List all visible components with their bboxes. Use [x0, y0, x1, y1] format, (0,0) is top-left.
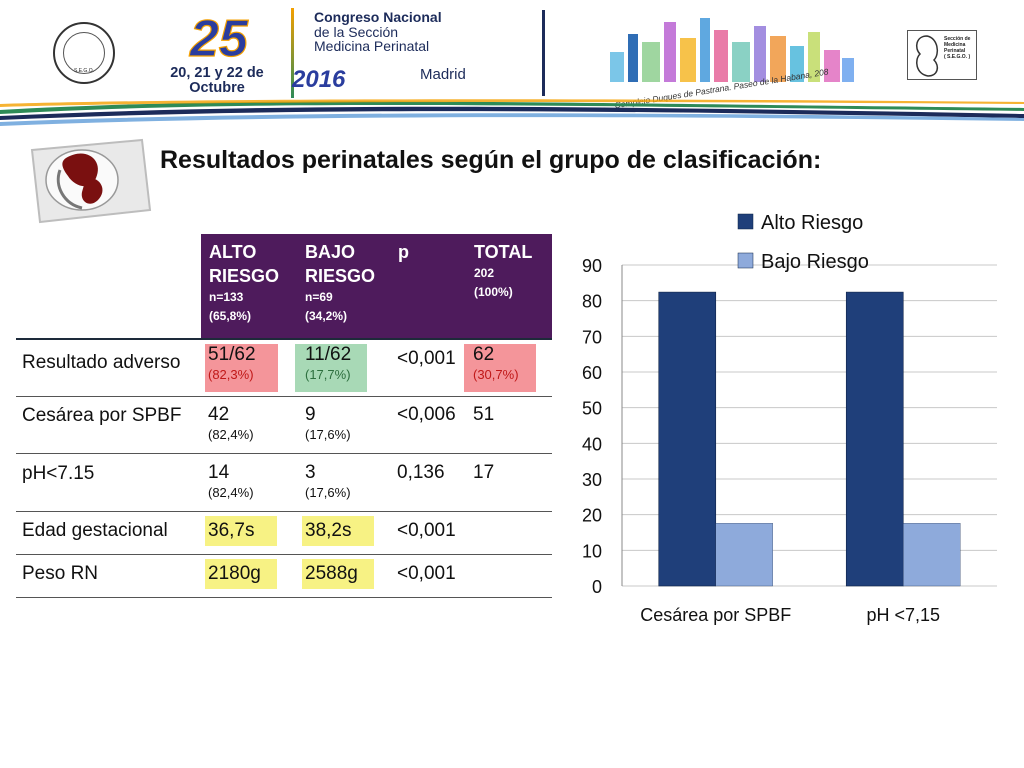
y-tick-label: 70	[582, 327, 602, 347]
y-tick-label: 40	[582, 434, 602, 454]
congress-line1: Congreso Nacional	[314, 9, 442, 25]
fetus-outline-icon	[915, 35, 939, 77]
header-divider	[16, 338, 552, 340]
cell-total: 17	[473, 462, 495, 483]
cell-alto: 51/62 (82,3%)	[205, 344, 278, 392]
y-tick-label: 80	[582, 292, 602, 312]
table-row: Cesárea por SPBF 42 (82,4%) 9 (17,6%) <0…	[16, 397, 552, 454]
y-tick-label: 30	[582, 470, 602, 490]
cell-alto: 36,7s	[205, 516, 277, 546]
cell-total: 62 (30,7%)	[464, 344, 536, 392]
row-label: Edad gestacional	[22, 520, 168, 541]
congress-name: Congreso Nacional de la Sección Medicina…	[314, 10, 514, 54]
bar-bajo-riesgo	[715, 523, 773, 587]
legend-swatch	[737, 252, 754, 269]
divider-left	[291, 8, 294, 98]
right-seal-line1: Sección de	[944, 36, 971, 42]
bar-chart: 0 10 20 30 40 50 60 70 80 90 Cesárea por SPBF pH <…	[582, 212, 997, 625]
table-row: Resultado adverso 51/62 (82,3%) 11/62 (1…	[16, 340, 552, 397]
y-tick-label: 90	[582, 256, 602, 276]
x-tick-label: Cesárea por SPBF	[640, 605, 791, 625]
cell-p: <0,006	[397, 404, 456, 425]
chart-y-ticks: 0 10 20 30 40 50 60 70 80 90	[582, 256, 602, 597]
y-tick-label: 0	[592, 577, 602, 597]
table-row: Edad gestacional 36,7s 38,2s <0,001	[16, 512, 552, 555]
table-row: Peso RN 2180g 2588g <0,001	[16, 555, 552, 598]
bar-alto-riesgo	[845, 291, 904, 587]
right-seal-line4: ( S.E.G.O. )	[944, 54, 971, 60]
page-title: Resultados perinatales según el grupo de…	[160, 146, 822, 174]
header-alto-riesgo: ALTO RIESGO n=133 (65,8%)	[209, 242, 280, 323]
cell-bajo: 2588g	[302, 559, 374, 589]
table-header: ALTO RIESGO n=133 (65,8%) BAJO RIESGO n=…	[201, 234, 552, 339]
y-tick-label: 60	[582, 363, 602, 383]
legend-label: Bajo Riesgo	[761, 251, 869, 273]
y-tick-label: 50	[582, 399, 602, 419]
cell-p: <0,001	[397, 520, 456, 541]
cell-total: 51	[473, 404, 495, 425]
logo-number: 25	[189, 10, 249, 64]
right-seal-line2: Medicina	[944, 42, 966, 48]
y-tick-label: 20	[582, 506, 602, 526]
chart-x-labels: Cesárea por SPBF pH <7,15	[640, 605, 940, 625]
congress-line3: Medicina Perinatal	[314, 38, 430, 54]
bar-bajo-riesgo	[903, 523, 961, 587]
header-banner: S.E.G.O. 25 20, 21 y 22 de Octubre Congr…	[0, 0, 1024, 128]
header-bajo-riesgo: BAJO RIESGO n=69 (34,2%)	[305, 242, 376, 323]
legend-label: Alto Riesgo	[761, 212, 863, 234]
cell-bajo: 11/62 (17,7%)	[295, 344, 367, 392]
row-label: Cesárea por SPBF	[22, 405, 182, 426]
chart-bars	[658, 291, 961, 587]
row-label: Resultado adverso	[22, 352, 181, 373]
header-total: TOTAL 202 (100%)	[474, 242, 533, 299]
bar-alto-riesgo	[658, 291, 717, 587]
cell-p: <0,001	[397, 563, 456, 584]
right-seal-line3: Perinatal	[944, 48, 966, 54]
chart-legend: Alto Riesgo Bajo Riesgo	[737, 212, 869, 273]
header-p: p	[398, 242, 409, 262]
congress-year: 2016	[292, 66, 346, 93]
congress-city: Madrid	[420, 66, 466, 83]
table-row: pH<7.15 14 (82,4%) 3 (17,6%) 0,136 17	[16, 454, 552, 512]
legend-swatch	[737, 213, 754, 230]
divider-right	[542, 10, 545, 96]
congress-line2: de la Sección	[314, 23, 399, 40]
cell-alto: 14 (82,4%)	[208, 462, 254, 500]
y-tick-label: 10	[582, 541, 602, 561]
medicina-perinatal-seal-logo: Sección de Medicina Perinatal ( S.E.G.O.…	[907, 30, 977, 80]
congress-25-logo: 25	[188, 9, 249, 64]
cell-p: <0,001	[397, 348, 456, 369]
row-label: Peso RN	[22, 563, 99, 584]
madrid-skyline-illustration	[610, 18, 854, 82]
sego-seal-logo: S.E.G.O.	[53, 22, 115, 84]
header-wave-decoration	[0, 99, 1024, 126]
cell-alto: 42 (82,4%)	[208, 404, 254, 442]
cell-bajo: 9 (17,6%)	[305, 404, 351, 442]
sego-seal-text: S.E.G.O.	[73, 68, 94, 74]
x-tick-label: pH <7,15	[866, 605, 940, 625]
congress-dates: 20, 21 y 22 de Octubre	[170, 65, 264, 96]
row-label: pH<7.15	[22, 463, 95, 484]
perinatal-emblem-logo	[30, 138, 152, 224]
cell-bajo: 38,2s	[302, 516, 374, 546]
cell-p: 0,136	[397, 462, 445, 483]
cell-bajo: 3 (17,6%)	[305, 462, 351, 500]
cell-alto: 2180g	[205, 559, 277, 589]
